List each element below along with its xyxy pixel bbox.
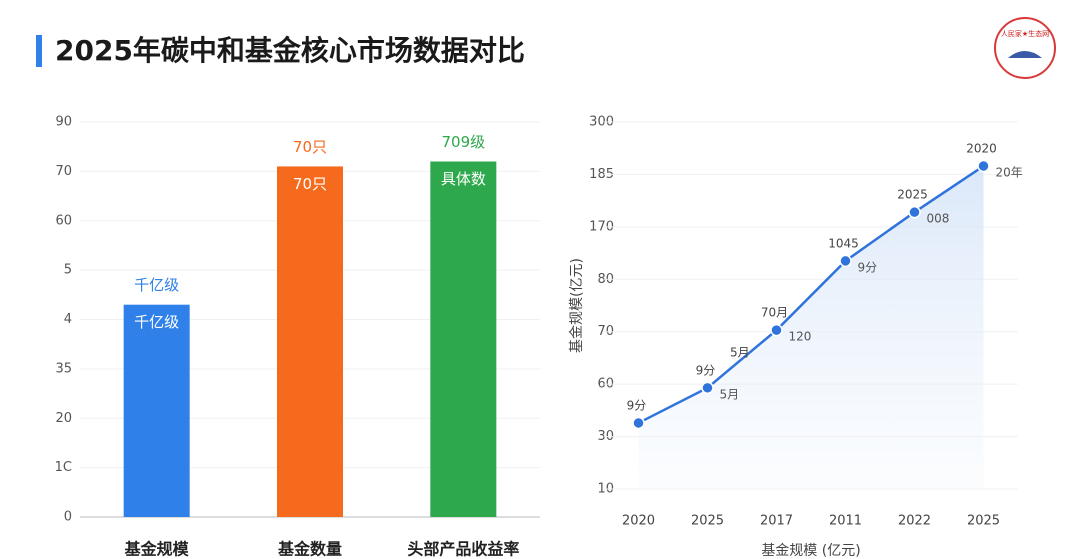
x-tick-label: 头部产品收益率	[407, 540, 519, 559]
annotation: 5月	[730, 345, 750, 359]
x-tick-label: 2011	[829, 514, 862, 529]
point-label: 9分	[696, 363, 716, 377]
y-tick-label: 185	[589, 167, 614, 182]
y-tick-label: 300	[589, 115, 614, 130]
logo-text: 人民家★生态网	[1001, 29, 1049, 38]
side-label: 120	[789, 330, 812, 344]
side-label: 008	[927, 212, 950, 226]
x-axis-title: 基金规模 (亿元)	[761, 542, 860, 559]
point-label: 2020	[966, 142, 997, 156]
bar	[277, 166, 343, 517]
charts: 01C203545607090千亿级千亿级基金规模70只70只基金数量709级具…	[55, 115, 1023, 559]
point	[770, 323, 783, 337]
inner-label: 千亿级	[134, 313, 179, 331]
line	[637, 165, 985, 425]
y-tick-label: 4	[64, 312, 72, 327]
area	[638, 166, 984, 490]
value-label: 70只	[293, 138, 327, 156]
logo-ring	[994, 17, 1056, 79]
point-label: 70月	[761, 306, 788, 320]
inner-label: 70只	[293, 175, 327, 193]
x-tick-label: 2025	[691, 514, 724, 529]
y-tick-label: 70	[55, 164, 72, 179]
point-label: 1045	[828, 236, 859, 250]
x-tick-label: 2017	[760, 514, 793, 529]
y-tick-label: 0	[64, 510, 72, 525]
point	[908, 205, 921, 219]
logo: 人民家★生态网	[994, 17, 1056, 79]
x-tick-label: 2020	[622, 514, 655, 529]
y-tick-label: 60	[55, 213, 72, 228]
point-label: 9分	[627, 398, 647, 412]
side-label: 5月	[720, 387, 740, 401]
y-axis-title: 基金规模(亿元)	[568, 258, 585, 353]
point	[839, 254, 852, 268]
x-tick-label: 基金规模	[124, 540, 190, 559]
x-tick-label: 2022	[898, 514, 931, 529]
y-tick-label: 1C	[55, 460, 72, 475]
y-tick-label: 35	[55, 361, 72, 376]
bar	[123, 304, 190, 517]
value-label: 709级	[442, 133, 486, 151]
bar	[430, 161, 497, 517]
point	[701, 381, 714, 395]
logo-icon	[1008, 51, 1042, 58]
y-tick-label: 90	[55, 115, 72, 130]
x-tick-label: 2025	[967, 514, 1000, 529]
y-tick-label: 170	[589, 219, 614, 234]
page-title: 2025年碳中和基金核心市场数据对比	[55, 34, 525, 67]
y-tick-label: 5	[64, 263, 72, 278]
point-label: 2025	[897, 188, 928, 202]
point	[632, 416, 645, 430]
x-tick-label: 基金数量	[277, 540, 342, 559]
value-label: 千亿级	[134, 276, 179, 294]
inner-label: 具体数	[441, 170, 486, 188]
side-label: 20年	[996, 166, 1023, 180]
side-label: 9分	[858, 260, 878, 274]
title-accent	[36, 35, 42, 67]
y-tick-label: 20	[55, 411, 72, 426]
point	[977, 159, 990, 173]
